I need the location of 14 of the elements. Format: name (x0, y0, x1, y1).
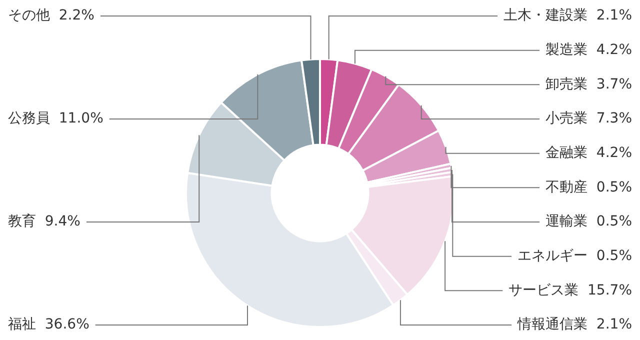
slice-label: エネルギー 0.5% (518, 248, 632, 264)
slice-label: 小売業 7.3% (546, 110, 632, 127)
slice-label: 福祉 36.6% (8, 316, 90, 333)
slice-label: 情報通信業 2.1% (516, 316, 632, 333)
slice-label: 土木・建設業 2.1% (504, 8, 632, 24)
slice-label: 教育 9.4% (8, 212, 80, 230)
slice-label: 運輸業 0.5% (546, 214, 632, 230)
slice-label: 不動産 0.5% (546, 179, 632, 196)
slice-label: 製造業 4.2% (546, 42, 632, 58)
slice-label: サービス業 15.7% (508, 282, 632, 298)
slice-label: 金融業 4.2% (546, 144, 632, 161)
slice-label: その他 2.2% (8, 8, 94, 24)
slice-label: 卸売業 3.7% (546, 76, 632, 92)
slice-label: 公務員 11.0% (8, 110, 104, 127)
